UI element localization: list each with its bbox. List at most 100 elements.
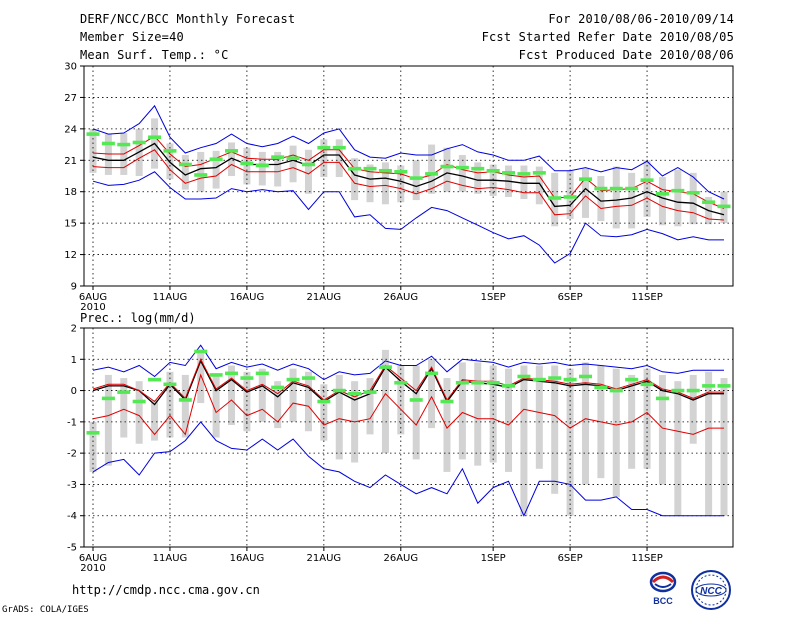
ensemble-range-bar (458, 362, 466, 460)
ensemble-range-bar (428, 359, 436, 429)
x-tick-label: 6AUG (79, 292, 107, 303)
x-tick-label: 16AUG (230, 553, 265, 564)
control-mark (502, 171, 516, 175)
ensemble-range-bar (597, 176, 605, 222)
y-tick-label: -1 (67, 417, 77, 428)
y-tick-label: 30 (64, 62, 77, 73)
control-mark (671, 388, 685, 393)
ensemble-range-bar (412, 365, 420, 460)
ensemble-range-bar (212, 374, 220, 438)
control-mark (609, 186, 623, 191)
control-mark (132, 399, 146, 404)
control-mark (194, 349, 208, 354)
ensemble-range-bar (274, 381, 282, 429)
ensemble-range-bar (566, 368, 574, 516)
bcc-logo: BCC (649, 571, 677, 606)
x-tick-label: 26AUG (383, 292, 418, 303)
control-mark (209, 373, 223, 377)
control-mark (132, 140, 146, 145)
ensemble-range-bar (289, 145, 297, 183)
control-mark (425, 172, 439, 176)
ensemble-range-bar (104, 134, 112, 175)
control-mark (563, 377, 577, 382)
ensemble-range-bar (612, 368, 620, 497)
ensemble-range-bar (151, 399, 159, 441)
control-mark (578, 374, 592, 379)
ensemble-range-bar (197, 151, 205, 192)
y-tick-label: 2 (71, 324, 77, 335)
control-mark (455, 380, 469, 385)
control-mark (317, 145, 331, 150)
control-mark (332, 388, 346, 393)
y-tick-label: 18 (64, 187, 77, 198)
control-mark (209, 157, 223, 162)
ensemble-range-bar (228, 142, 236, 176)
ensemble-range-bar (381, 162, 389, 205)
ensemble-range-bar (566, 170, 574, 219)
control-mark (471, 166, 485, 171)
control-mark (255, 371, 269, 376)
ensemble-range-bar (674, 381, 682, 516)
y-tick-label: -3 (67, 480, 77, 491)
x-tick-label: 11SEP (631, 292, 662, 303)
ensemble-range-bar (474, 362, 482, 466)
control-mark (117, 390, 131, 394)
control-mark (271, 155, 285, 159)
control-mark (532, 377, 546, 382)
ensemble-range-bar (320, 139, 328, 178)
ensemble-range-bar (135, 381, 143, 444)
ensemble-range-bar (535, 166, 543, 205)
y-tick-label: 9 (71, 282, 77, 293)
control-mark (609, 388, 623, 393)
x-tick-label: 11AUG (153, 292, 188, 303)
series-upper-percentile (92, 358, 724, 403)
ensemble-range-bar (243, 371, 251, 432)
ncc-logo-text: NCC (700, 586, 722, 597)
ensemble-range-bar (628, 172, 636, 229)
control-mark (625, 186, 639, 191)
ensemble-range-bar (412, 160, 420, 201)
control-mark (578, 177, 592, 181)
y-tick-label: -5 (67, 543, 77, 554)
forecast-period: For 2010/08/06-2010/09/14 (548, 12, 734, 26)
x-tick-label: 26AUG (383, 553, 418, 564)
ensemble-range-bar (581, 362, 589, 485)
ensemble-range-bar (89, 421, 97, 472)
x-tick-label: 2010 (80, 302, 105, 313)
ensemble-range-bar (689, 172, 697, 225)
control-mark (286, 377, 300, 382)
ensemble-range-bar (443, 147, 451, 192)
ncc-logo: NCC (691, 570, 731, 610)
control-mark (671, 188, 685, 193)
ensemble-range-bar (104, 374, 112, 466)
control-mark (225, 371, 239, 376)
control-mark (178, 162, 192, 167)
control-mark (717, 384, 731, 388)
ensemble-range-bar (397, 365, 405, 435)
forecast-produced-date: Fcst Produced Date 2010/08/06 (518, 48, 734, 62)
control-mark (255, 163, 269, 168)
control-mark (194, 173, 208, 177)
x-tick-label: 1SEP (481, 553, 506, 564)
control-mark (101, 396, 115, 401)
y-tick-label: -2 (67, 449, 77, 460)
footer-url[interactable]: http://cmdp.ncc.cma.gov.cn (72, 583, 260, 597)
ensemble-range-bar (581, 168, 589, 218)
control-mark (702, 200, 716, 204)
ensemble-range-bar (304, 149, 312, 194)
y-tick-label: 15 (64, 219, 77, 230)
x-tick-label: 2010 (80, 563, 105, 574)
ensemble-range-bar (535, 365, 543, 469)
control-mark (240, 376, 254, 380)
control-mark (486, 168, 500, 173)
x-tick-label: 16AUG (230, 292, 265, 303)
control-mark (378, 168, 392, 173)
control-mark (625, 377, 639, 382)
y-tick-label: -4 (67, 511, 77, 522)
variable-label: Mean Surf. Temp.: °C (80, 48, 229, 62)
control-mark (594, 385, 608, 390)
ensemble-range-bar (366, 164, 374, 203)
control-mark (271, 385, 285, 390)
series-ensemble-min (92, 421, 724, 517)
control-mark (640, 382, 654, 387)
